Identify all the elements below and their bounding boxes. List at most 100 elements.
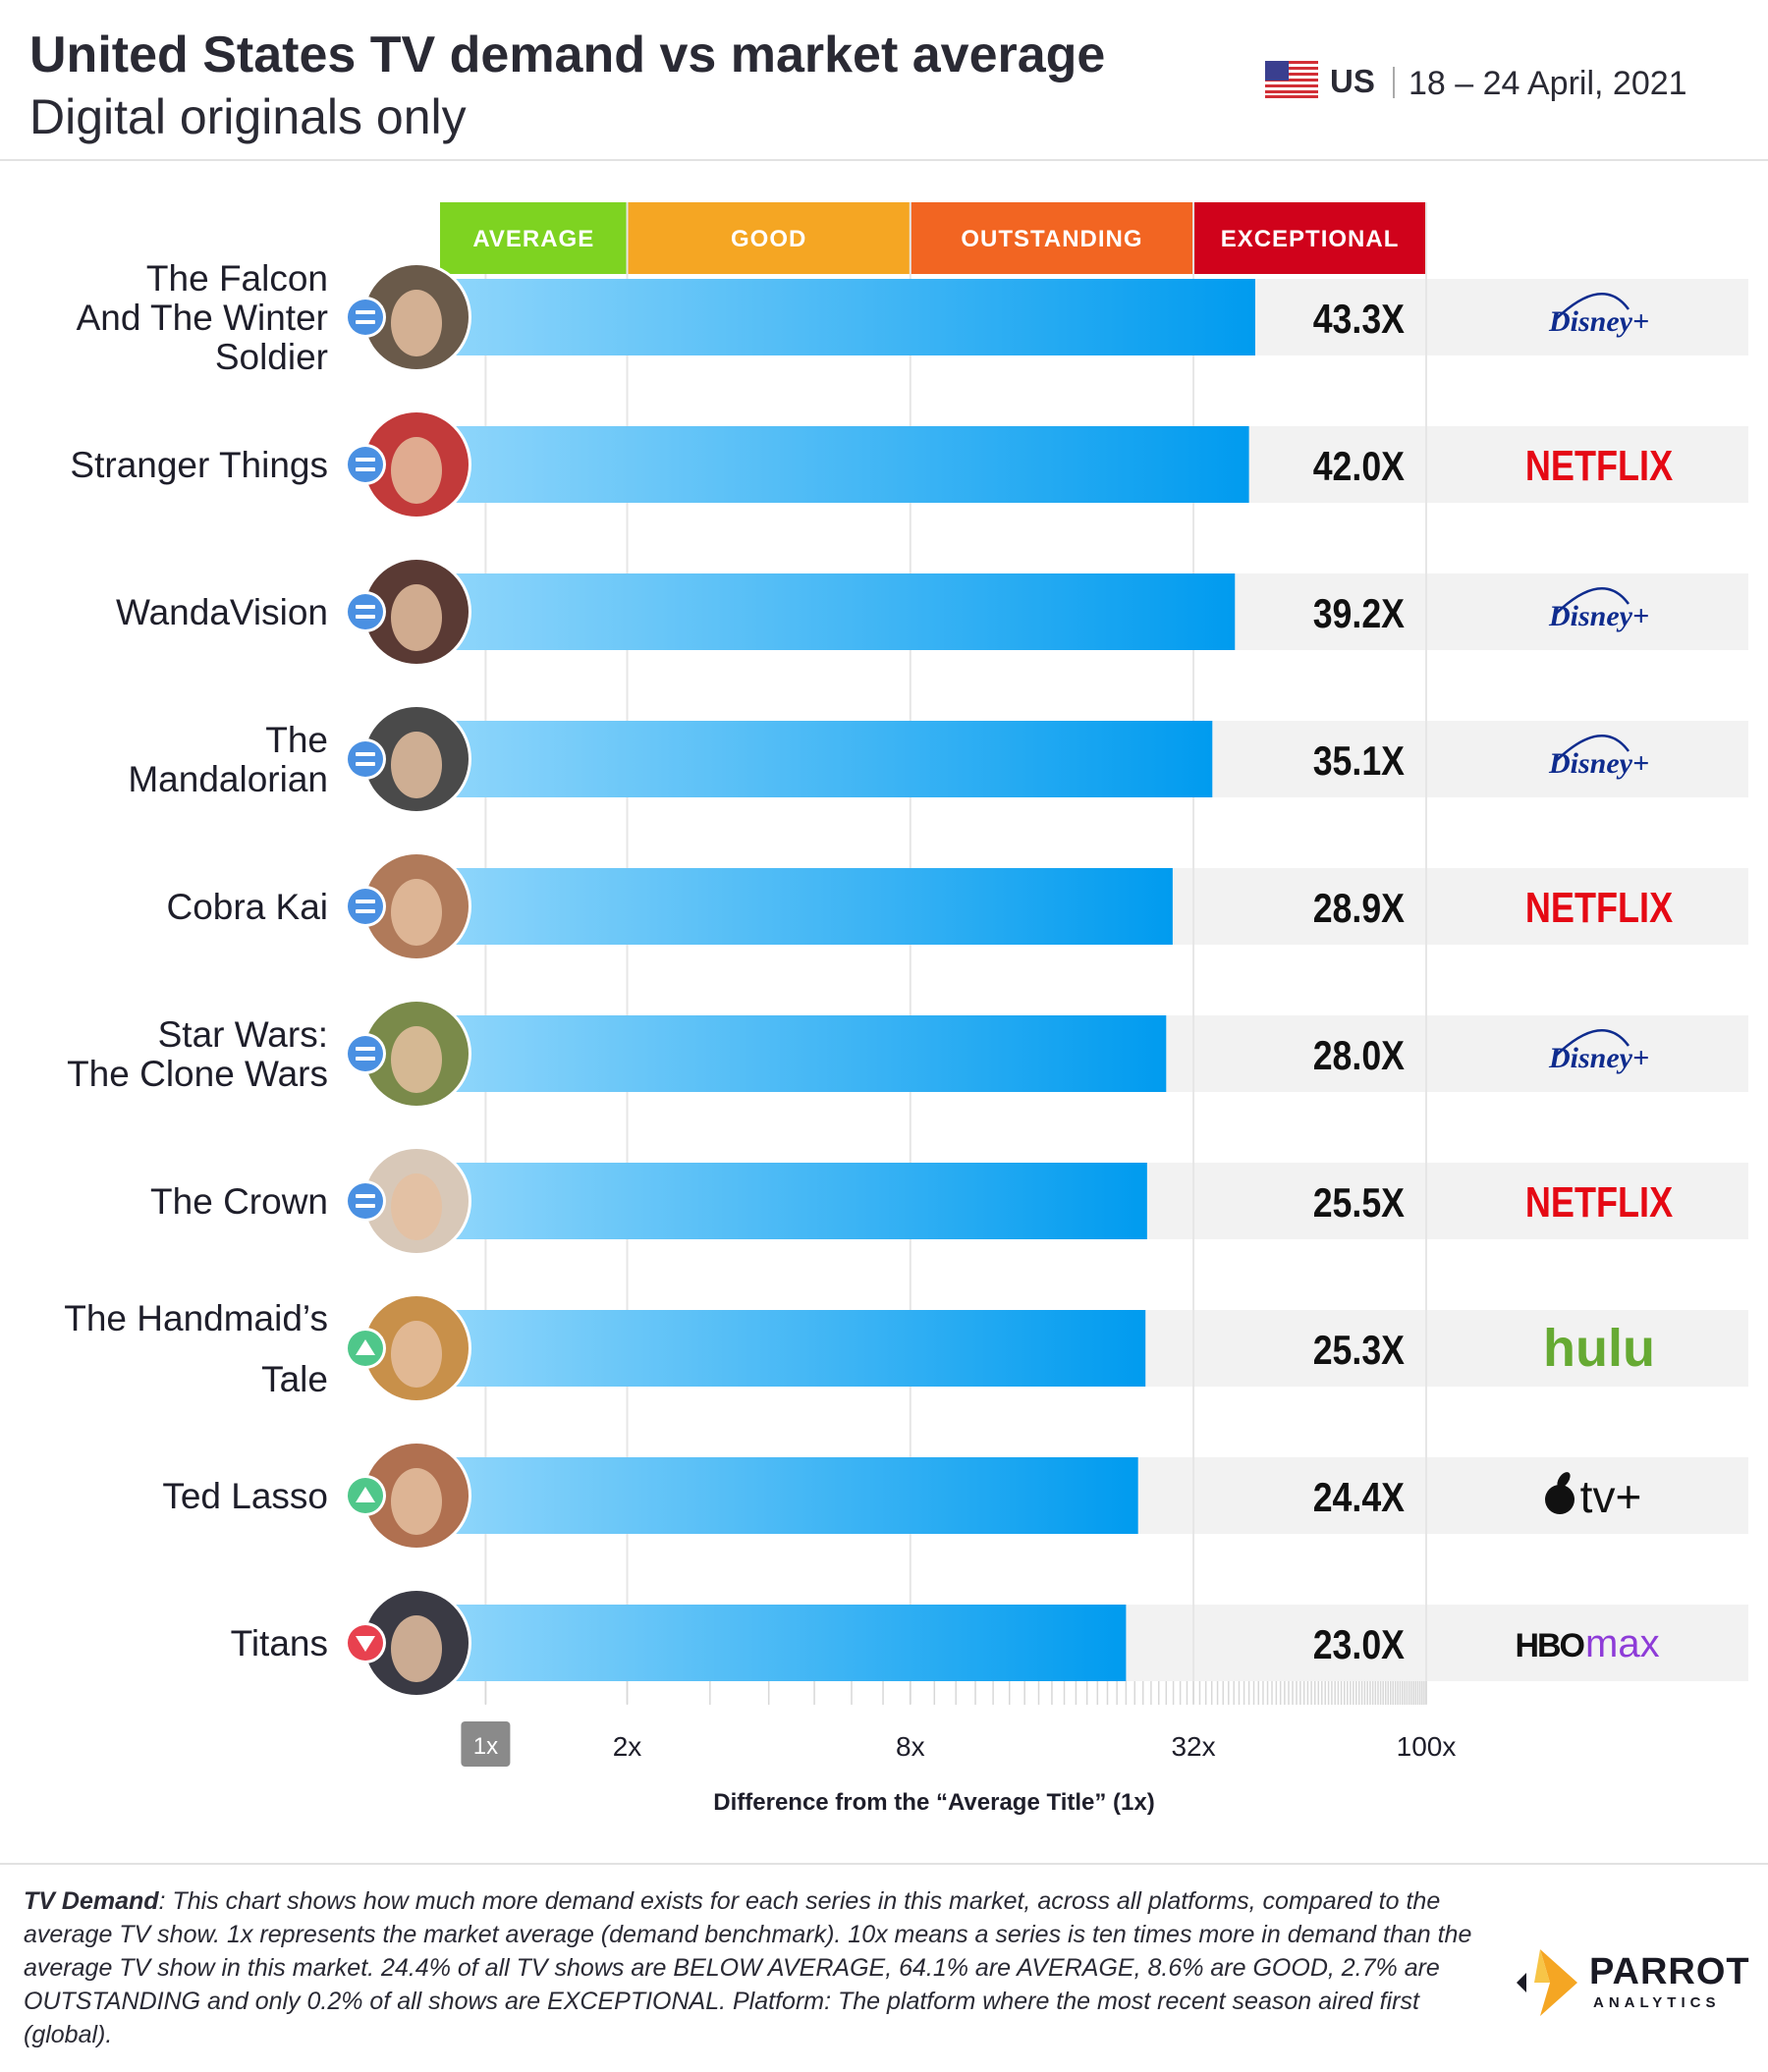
arrow-up	[356, 1487, 375, 1502]
max-text: max	[1585, 1622, 1660, 1665]
show-title: The Crown	[150, 1181, 328, 1222]
chart-row: 28.9X NETFLIX Cobra Kai	[166, 851, 1673, 961]
band-exceptional	[1193, 202, 1426, 274]
avatar-face	[391, 290, 442, 356]
benchmark-tick-badge	[461, 1721, 511, 1767]
avatar-face	[391, 1468, 442, 1535]
chart-row: 28.0X Disney+ Star Wars:The Clone Wars	[67, 999, 1649, 1109]
band-label: OUTSTANDING	[961, 226, 1142, 252]
value-label: 43.3X	[1313, 297, 1405, 342]
show-title: WandaVision	[116, 592, 328, 632]
chart-row: 23.0X HBO max Titans	[231, 1588, 1660, 1698]
page-title: United States TV demand vs market averag…	[29, 27, 1106, 83]
footnote-label: TV Demand	[24, 1887, 159, 1915]
show-title: The Falcon	[146, 258, 328, 299]
x-axis-label: Difference from the “Average Title” (1x)	[713, 1789, 1154, 1816]
avatar-face	[391, 1615, 442, 1682]
trend-same-icon	[345, 444, 386, 485]
hbo-text: HBO	[1515, 1627, 1584, 1664]
equals-bar	[356, 605, 375, 609]
disney-text: Disney+	[1548, 747, 1649, 780]
bar	[456, 1310, 1146, 1387]
bar	[456, 868, 1173, 945]
equals-bar	[356, 1204, 375, 1208]
equals-bar	[356, 752, 375, 756]
avatar-face	[391, 1026, 442, 1093]
tick-label: 100x	[1397, 1731, 1457, 1762]
disney-plus-logo: Disney+	[1548, 1029, 1649, 1074]
header: United States TV demand vs market averag…	[0, 0, 1768, 161]
apple-icon	[1545, 1485, 1575, 1514]
country-label: US	[1330, 63, 1375, 99]
arrow-down	[356, 1636, 375, 1652]
avatar-face	[391, 584, 442, 651]
disney-text: Disney+	[1548, 600, 1649, 632]
bar	[456, 1163, 1147, 1239]
page-subtitle: Digital originals only	[29, 89, 467, 144]
equals-bar	[356, 762, 375, 766]
band-label: GOOD	[731, 226, 806, 252]
brand-sub: ANALYTICS	[1593, 1994, 1721, 2011]
bar	[456, 721, 1213, 797]
apple-leaf-icon	[1557, 1472, 1571, 1488]
disney-plus-logo: Disney+	[1548, 587, 1649, 632]
netflix-logo: NETFLIX	[1525, 442, 1673, 490]
trend-same-icon	[345, 886, 386, 927]
date-range: 18 – 24 April, 2021	[1409, 65, 1687, 102]
netflix-logo: NETFLIX	[1525, 1178, 1673, 1227]
trend-badge	[348, 741, 383, 777]
trend-badge	[348, 1183, 383, 1219]
equals-bar	[356, 909, 375, 913]
arrow-up	[356, 1339, 375, 1355]
disney-plus-logo: Disney+	[1548, 735, 1649, 780]
tick-label: 8x	[896, 1731, 925, 1762]
disney-arc-icon	[1555, 1029, 1630, 1057]
trend-same-icon	[345, 1033, 386, 1074]
show-title: And The Winter	[77, 298, 328, 338]
parrot-analytics-logo: PARROT ANALYTICS	[1511, 1943, 1749, 2022]
bar	[456, 1457, 1138, 1534]
disney-arc-icon	[1555, 293, 1630, 320]
equals-bar	[356, 467, 375, 471]
tick-label: 2x	[613, 1731, 642, 1762]
chart-row: 24.4X tv+ Ted Lasso	[162, 1441, 1641, 1551]
bar	[456, 1605, 1127, 1681]
value-label: 42.0X	[1313, 444, 1405, 489]
band-average	[440, 202, 628, 274]
equals-bar	[356, 1057, 375, 1061]
footnote-text: : This chart shows how much more demand …	[24, 1887, 1472, 2048]
equals-bar	[356, 1194, 375, 1198]
trend-same-icon	[345, 738, 386, 780]
chart-row: 25.5X NETFLIX The Crown	[150, 1146, 1673, 1256]
brand-name: PARROT	[1589, 1951, 1750, 1992]
trend-same-icon	[345, 591, 386, 632]
equals-bar	[356, 900, 375, 903]
show-title: Ted Lasso	[162, 1476, 328, 1516]
trend-badge	[348, 594, 383, 629]
value-label: 23.0X	[1313, 1622, 1405, 1667]
disney-plus-logo: Disney+	[1548, 293, 1649, 338]
trend-up-icon	[345, 1328, 386, 1369]
footnote: TV Demand: This chart shows how much mor…	[24, 1884, 1487, 2051]
disney-arc-icon	[1555, 735, 1630, 762]
trend-same-icon	[345, 297, 386, 338]
demand-chart: AVERAGE GOOD OUTSTANDING EXCEPTIONAL 43.3X Di…	[64, 202, 1748, 1816]
value-label: 35.1X	[1313, 738, 1405, 784]
equals-bar	[356, 1047, 375, 1051]
disney-arc-icon	[1555, 587, 1630, 615]
show-title: Stranger Things	[70, 445, 328, 485]
show-title: Titans	[231, 1623, 328, 1663]
value-label: 39.2X	[1313, 591, 1405, 636]
trend-down-icon	[345, 1622, 386, 1663]
band-label: EXCEPTIONAL	[1221, 226, 1400, 252]
bar	[456, 426, 1249, 503]
hulu-logo: hulu	[1543, 1319, 1655, 1378]
minor-ticks	[484, 1681, 1427, 1705]
bar	[456, 573, 1236, 650]
trend-badge	[348, 300, 383, 335]
show-title: Tale	[261, 1359, 328, 1399]
bar	[456, 279, 1255, 355]
us-flag-icon	[1265, 61, 1318, 98]
